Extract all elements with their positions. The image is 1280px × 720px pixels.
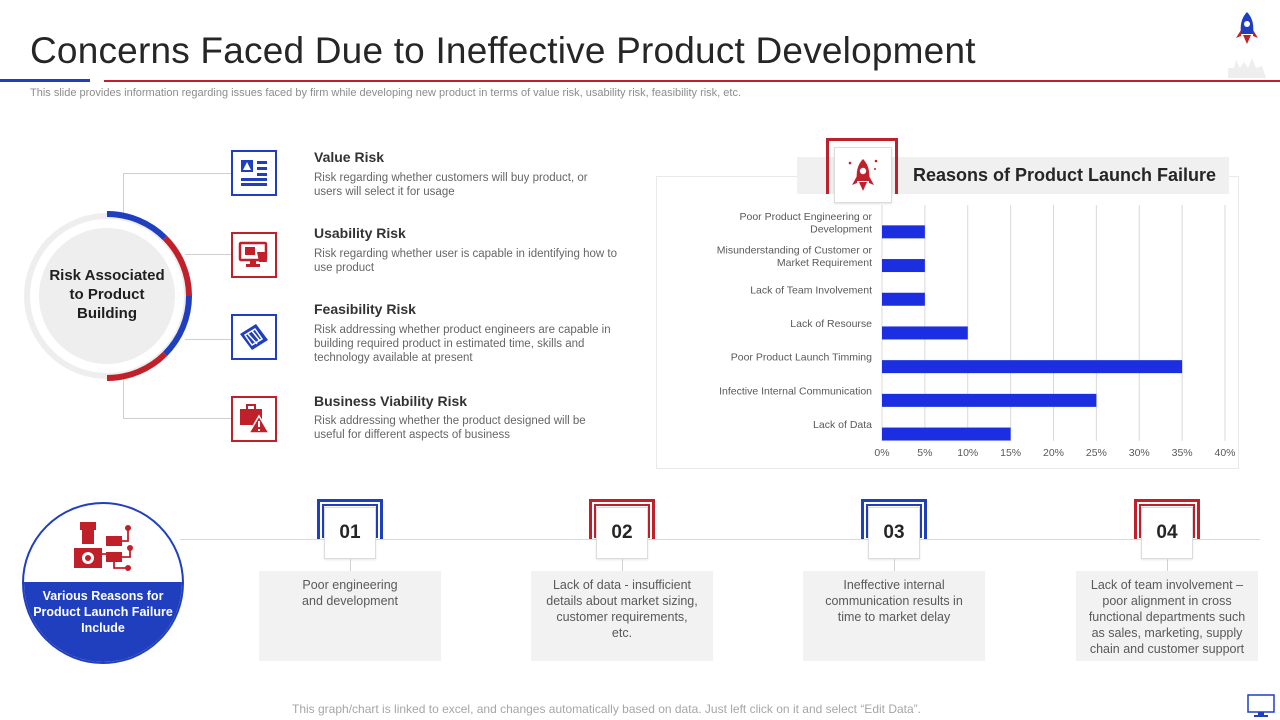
chart-x-tick-label: 40% [1214, 447, 1235, 459]
risk-title: Feasibility Risk [314, 301, 416, 317]
monitor-icon[interactable] [1247, 694, 1275, 718]
title-underline-red [104, 80, 1280, 82]
page-title: Concerns Faced Due to Ineffective Produc… [30, 30, 976, 71]
risk-title: Value Risk [314, 149, 385, 165]
timeline-line [180, 539, 1260, 540]
number-connector [1167, 559, 1168, 571]
chart-category-label: Lack of Resourse [790, 318, 872, 330]
risk-description: Risk regarding whether customers will bu… [314, 172, 588, 198]
risk-center-label: Risk Associated to Product Building [49, 267, 165, 322]
reason-card: Poor engineering and development [259, 571, 441, 661]
number-frame-inner [594, 504, 650, 538]
chart-x-tick-label: 5% [917, 447, 932, 459]
reasons-header-circle: Various Reasons for Product Launch Failu… [22, 502, 184, 664]
risk-donut [24, 211, 192, 381]
reason-number: 02 [596, 507, 648, 559]
chart-bar [882, 259, 925, 273]
rocket-icon [834, 147, 892, 203]
title-underline-blue [0, 79, 90, 82]
chart-bar [882, 360, 1183, 374]
document-chart-icon [231, 150, 277, 196]
footnote: This graph/chart is linked to excel, and… [292, 702, 921, 716]
bar-chart: 0% 5% 10% 15% 20% 25% 30% 35% 40% Poor Product En… [717, 205, 1236, 459]
reasons-header-label: Various Reasons for Product Launch Failu… [33, 589, 173, 635]
number-frame [589, 499, 655, 539]
chart-x-tick-label: 25% [1086, 447, 1107, 459]
number-frame-inner [1139, 504, 1195, 538]
reason-card: Lack of team involvement – poor alignmen… [1076, 571, 1258, 661]
connector-lower-mid [185, 339, 231, 340]
chart-bar [882, 292, 925, 306]
number-frame-inner [322, 504, 378, 538]
reason-number: 01 [324, 507, 376, 559]
risk-description: Risk addressing whether product engineer… [314, 324, 611, 364]
number-frame [317, 499, 383, 539]
number-frame [861, 499, 927, 539]
number-frame-inner [866, 504, 922, 538]
chart-x-tick-label: 0% [874, 447, 889, 459]
page-subtitle: This slide provides information regardin… [30, 87, 742, 99]
chart-frame [656, 176, 1239, 469]
risk-description: Risk addressing whether the product desi… [314, 415, 586, 441]
connector-bottom [123, 378, 231, 419]
reason-card: Lack of data - insufficient details abou… [531, 571, 713, 661]
chart-category-label: Misunderstanding of Customer or Market Re… [717, 245, 873, 269]
rocket-logo-icon [1228, 12, 1266, 78]
number-connector [894, 559, 895, 571]
computer-hand-icon [231, 232, 277, 278]
reason-number: 04 [1141, 507, 1193, 559]
connector-top [123, 173, 231, 213]
chart-category-label: Infective Internal Communication [719, 385, 872, 397]
number-connector [350, 559, 351, 571]
chart-category-label: Lack of Team Involvement [750, 284, 872, 296]
risk-title: Usability Risk [314, 225, 406, 241]
reason-card: Ineffective internal communication resul… [803, 571, 985, 661]
number-frame [1134, 499, 1200, 539]
blueprint-icon [231, 314, 277, 360]
chart-bar [882, 427, 1011, 441]
chart-x-tick-label: 35% [1172, 447, 1193, 459]
factory-flowchart-icon [74, 522, 133, 571]
risk-title: Business Viability Risk [314, 393, 468, 409]
chart-category-label: Lack of Data [813, 419, 872, 431]
chart-title: Reasons of Product Launch Failure [913, 165, 1217, 185]
chart-badge-frame [826, 138, 898, 194]
chart-x-tick-label: 30% [1129, 447, 1150, 459]
risk-description: Risk regarding whether user is capable i… [314, 248, 617, 274]
connector-upper-mid [185, 254, 231, 255]
chart-bar [882, 393, 1097, 407]
number-connector [622, 559, 623, 571]
briefcase-warning-icon [231, 396, 277, 442]
reason-number: 03 [868, 507, 920, 559]
chart-category-label: Poor Product Engineering or Development [740, 211, 873, 236]
reasons-header-band [24, 582, 182, 662]
chart-x-tick-label: 15% [1000, 447, 1021, 459]
chart-x-tick-label: 20% [1043, 447, 1064, 459]
chart-category-label: Poor Product Launch Timming [731, 352, 872, 364]
chart-x-tick-label: 10% [957, 447, 978, 459]
chart-bar [882, 225, 925, 239]
chart-bar [882, 326, 968, 340]
